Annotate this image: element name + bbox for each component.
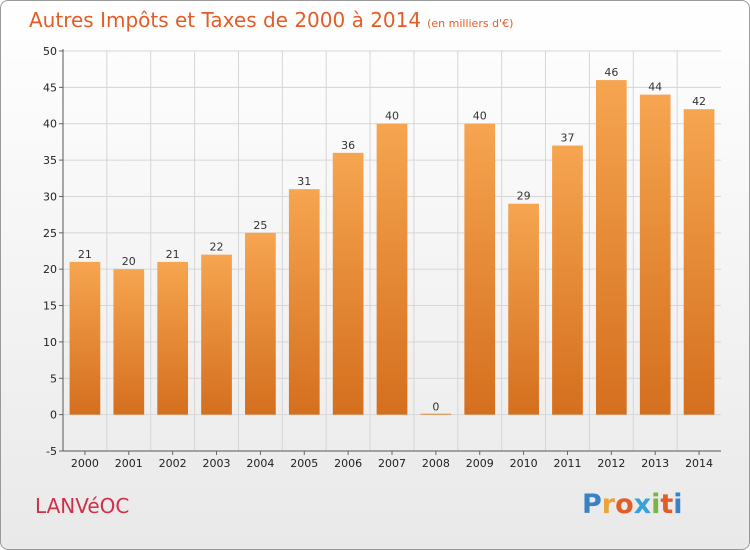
chart-subtitle: (en milliers d'€) bbox=[427, 17, 514, 30]
x-tick-label-2002: 2002 bbox=[159, 457, 187, 470]
proxiti-logo: Proxiti bbox=[582, 489, 683, 520]
x-tick-label-2003: 2003 bbox=[203, 457, 231, 470]
data-label-2012: 46 bbox=[604, 66, 618, 79]
x-tick-label-2005: 2005 bbox=[290, 457, 318, 470]
x-tick-label-2001: 2001 bbox=[115, 457, 143, 470]
logo-letter: i bbox=[651, 489, 661, 520]
data-labels: 21 20 21 22 25 31 36 40 0 40 29 37 46 44 42 bbox=[78, 66, 706, 414]
x-tick-label-2011: 2011 bbox=[553, 457, 581, 470]
y-tick-label: 45 bbox=[43, 81, 57, 94]
axes: -5 0 5 10 15 20 25 30 35 40 45 50 2000 2001 2002 2003 20… bbox=[43, 45, 721, 470]
bar-2006 bbox=[332, 152, 364, 415]
bar-2004 bbox=[245, 232, 276, 415]
bar-2011 bbox=[552, 145, 583, 415]
bar-2014 bbox=[683, 109, 715, 415]
x-tick-label-2014: 2014 bbox=[685, 457, 713, 470]
logo-letter: P bbox=[582, 489, 602, 520]
y-tick-label: -5 bbox=[46, 445, 57, 458]
bar-2010 bbox=[508, 203, 539, 415]
data-label-2002: 21 bbox=[166, 248, 180, 261]
data-label-2011: 37 bbox=[560, 132, 574, 145]
x-tick-label-2000: 2000 bbox=[71, 457, 99, 470]
data-label-2004: 25 bbox=[253, 219, 267, 232]
y-tick-label: 10 bbox=[43, 336, 57, 349]
x-tick-label-2004: 2004 bbox=[246, 457, 274, 470]
logo-letter: t bbox=[660, 489, 674, 520]
data-label-2006: 36 bbox=[341, 139, 355, 152]
data-label-2009: 40 bbox=[473, 110, 487, 123]
x-tick-label-2006: 2006 bbox=[334, 457, 362, 470]
bar-2000 bbox=[69, 261, 101, 415]
data-label-2001: 20 bbox=[122, 255, 136, 268]
bar-2013 bbox=[639, 94, 671, 415]
logo-letter: x bbox=[633, 489, 652, 520]
y-tick-label: 30 bbox=[43, 190, 57, 203]
bar-2008 bbox=[420, 413, 452, 415]
data-label-2010: 29 bbox=[517, 190, 531, 203]
logo-letter: i bbox=[673, 489, 683, 520]
y-tick-label: 40 bbox=[43, 118, 57, 131]
data-label-2003: 22 bbox=[210, 241, 224, 254]
bar-2009 bbox=[464, 123, 496, 415]
y-tick-label: 15 bbox=[43, 300, 57, 313]
data-label-2000: 21 bbox=[78, 248, 92, 261]
bar-2001 bbox=[113, 269, 145, 415]
chart-title-block: Autres Impôts et Taxes de 2000 à 2014 (en… bbox=[29, 8, 513, 32]
x-tick-label-2010: 2010 bbox=[510, 457, 538, 470]
bar-2002 bbox=[157, 261, 189, 415]
y-tick-label: 50 bbox=[43, 45, 57, 58]
x-tick-label-2013: 2013 bbox=[641, 457, 669, 470]
bar-2003 bbox=[201, 254, 232, 415]
logo-letter: r bbox=[601, 489, 616, 520]
data-label-2014: 42 bbox=[692, 95, 706, 108]
bar-2005 bbox=[288, 189, 320, 415]
data-label-2005: 31 bbox=[297, 175, 311, 188]
chart-title: Autres Impôts et Taxes de 2000 à 2014 bbox=[29, 8, 422, 32]
y-tick-label: 5 bbox=[50, 372, 57, 385]
bars bbox=[69, 80, 715, 415]
x-tick-label-2009: 2009 bbox=[466, 457, 494, 470]
bar-2007 bbox=[376, 123, 408, 415]
y-tick-label: 35 bbox=[43, 154, 57, 167]
y-tick-label: 20 bbox=[43, 263, 57, 276]
bar-2012 bbox=[595, 80, 627, 415]
data-label-2008: 0 bbox=[432, 401, 439, 414]
data-label-2013: 44 bbox=[648, 81, 662, 94]
commune-name: LANVéOC bbox=[35, 494, 130, 518]
x-tick-label-2012: 2012 bbox=[597, 457, 625, 470]
data-label-2007: 40 bbox=[385, 110, 399, 123]
y-tick-label: 25 bbox=[43, 227, 57, 240]
y-tick-label: 0 bbox=[50, 409, 57, 422]
x-tick-label-2007: 2007 bbox=[378, 457, 406, 470]
logo-letter: o bbox=[615, 489, 634, 520]
x-tick-label-2008: 2008 bbox=[422, 457, 450, 470]
